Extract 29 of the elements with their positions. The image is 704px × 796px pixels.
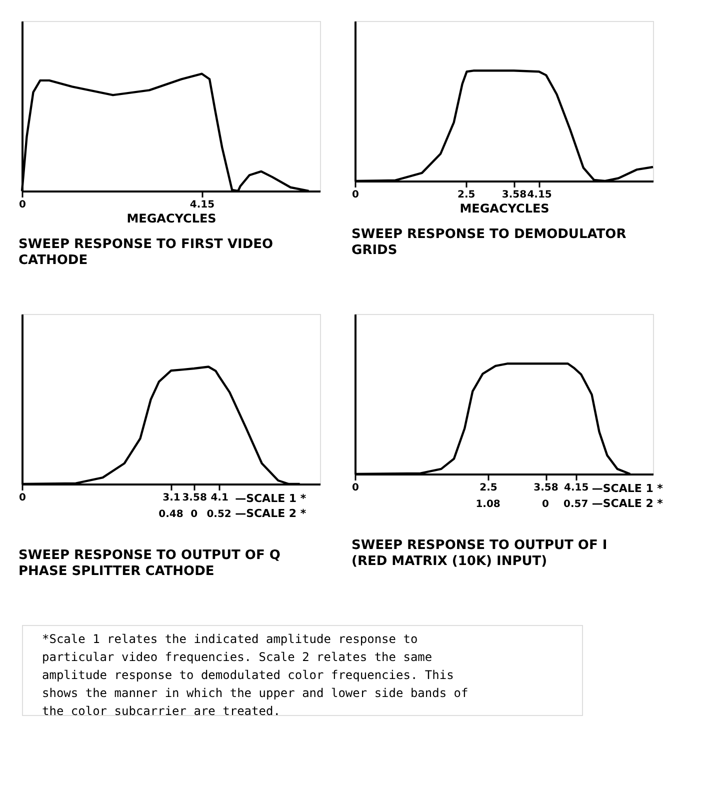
text: 0.52 — [206, 509, 232, 520]
x-tick-label: 3.1 — [162, 492, 180, 504]
x-tick-label: 4.15 — [190, 200, 215, 210]
text: SWEEP RESPONSE TO FIRST VIDEO CATHODE — [18, 237, 274, 268]
text: —SCALE 2 * — [235, 507, 306, 520]
x-tick-label: 0 — [352, 190, 360, 200]
text: SWEEP RESPONSE TO DEMODULATOR GRIDS — [352, 227, 626, 258]
x-tick-label: 3.58 — [182, 492, 207, 504]
x-tick-label: 2.5 — [458, 190, 476, 200]
x-axis-title: MEGACYCLES — [460, 202, 550, 216]
text: —SCALE 1 * — [592, 482, 664, 495]
text: SWEEP RESPONSE TO OUTPUT OF Q PHASE SPLITTER CATHODE — [18, 548, 280, 579]
x-tick-label: 4.15 — [564, 482, 589, 494]
x-axis-title: MEGACYCLES — [126, 212, 216, 226]
text: *Scale 1 relates the indicated amplitude response to particular video frequencies. Scale 2 relates the same amplitude response to demodulated color frequencies. This shows the manner in which the upper and lower side bands of the color subcarrier are treated. — [42, 632, 468, 718]
text: —SCALE 1 * — [235, 492, 306, 505]
text: SWEEP RESPONSE TO OUTPUT OF I (RED MATRIX (10K) INPUT) — [352, 538, 608, 569]
text: 0 — [190, 509, 198, 520]
text: 1.08 — [476, 499, 500, 510]
x-tick-label: 0 — [19, 492, 26, 504]
x-tick-label: 3.58 — [502, 190, 527, 200]
x-tick-label: 2.5 — [480, 482, 498, 494]
x-tick-label: 4.15 — [527, 190, 552, 200]
x-tick-label: 0 — [352, 482, 360, 494]
text: 0.57 — [563, 499, 588, 510]
text: 0.48 — [158, 509, 184, 520]
x-tick-label: 4.1 — [210, 492, 228, 504]
x-tick-label: 3.58 — [534, 482, 558, 494]
text: —SCALE 2 * — [592, 497, 664, 510]
